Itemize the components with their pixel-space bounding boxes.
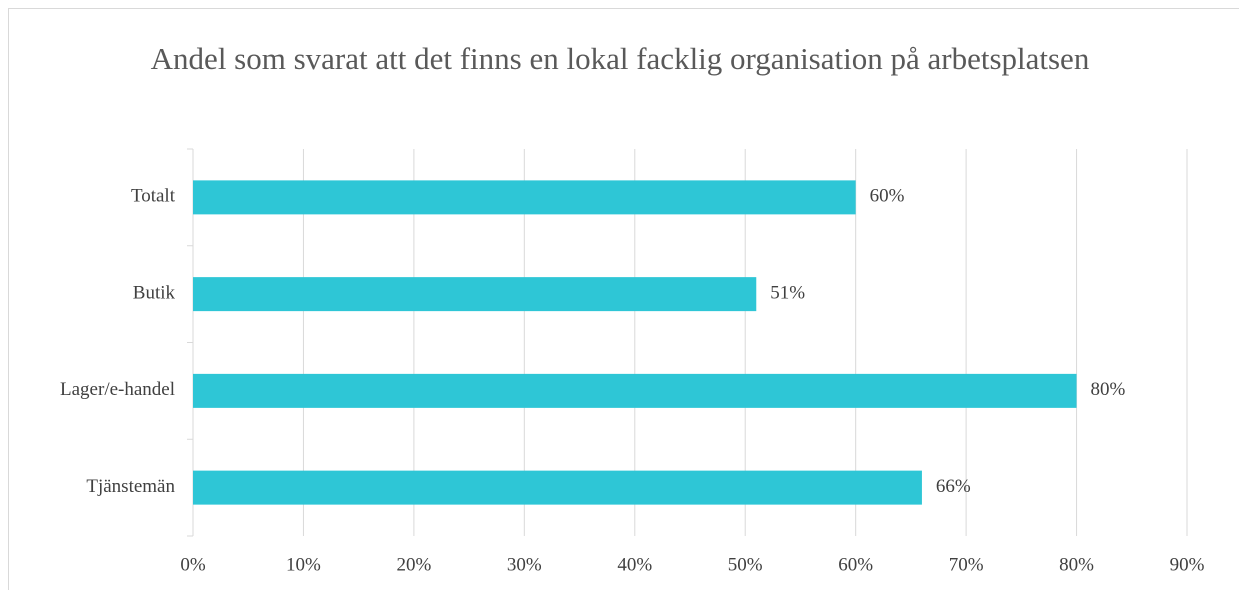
x-tick-label: 30% (507, 554, 542, 575)
data-label: 66% (936, 476, 971, 497)
data-label: 60% (870, 186, 905, 207)
y-tick-label: Lager/e-handel (60, 379, 175, 400)
x-tick-label: 40% (617, 554, 652, 575)
x-tick-label: 0% (180, 554, 206, 575)
x-tick-label: 60% (838, 554, 873, 575)
y-tick-label: Butik (133, 282, 176, 303)
x-tick-label: 70% (949, 554, 984, 575)
bar (193, 373, 1077, 408)
y-tick-label: Tjänstemän (86, 476, 175, 497)
x-tick-label: 50% (728, 554, 763, 575)
bar (193, 470, 922, 505)
y-tick-label: Totalt (131, 186, 176, 207)
x-tick-label: 90% (1170, 554, 1205, 575)
bar (193, 180, 856, 215)
x-tick-label: 20% (396, 554, 431, 575)
bar (193, 277, 757, 312)
chart-border (8, 8, 1239, 590)
data-label: 51% (770, 282, 805, 303)
data-label: 80% (1091, 379, 1126, 400)
x-tick-label: 10% (286, 554, 321, 575)
chart-title: Andel som svarat att det finns en lokal … (150, 41, 1090, 76)
x-tick-label: 80% (1059, 554, 1094, 575)
